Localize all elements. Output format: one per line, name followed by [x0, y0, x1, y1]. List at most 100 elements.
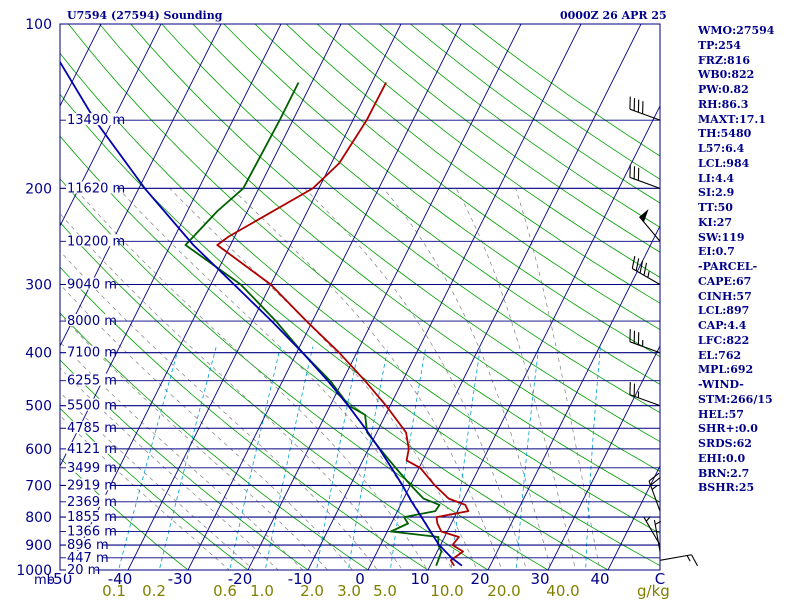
wind-barb-flag — [639, 209, 649, 223]
height-label: 9040 m — [67, 278, 117, 293]
dry-adiabat-line — [99, 24, 660, 472]
moist-adiabat-line — [455, 188, 576, 570]
height-label: 20 m — [67, 563, 100, 578]
temperature-tick-label: 40 — [590, 570, 609, 588]
temperature-tick-label: -20 — [228, 570, 253, 588]
dry-adiabat-line — [60, 407, 249, 570]
height-label-bg — [66, 181, 118, 194]
height-label: 896 m — [67, 538, 109, 553]
stat-item: L57:6.4 — [698, 142, 745, 155]
wind-barb-full — [643, 262, 648, 276]
dewpoint-line — [184, 82, 443, 567]
isotherm-line — [607, 464, 660, 570]
wind-barb — [629, 382, 661, 407]
height-label: 13490 m — [67, 113, 125, 128]
stat-item: PW:0.82 — [698, 83, 749, 96]
moist-adiabat-line — [60, 415, 230, 570]
wind-barb-full — [639, 260, 644, 274]
wind-barb-half — [651, 485, 658, 490]
wind-barb-half — [686, 555, 691, 562]
temperature-tick-label: 20 — [470, 570, 489, 588]
dry-adiabat-line — [60, 52, 660, 534]
height-label-bg — [66, 373, 110, 386]
pressure-tick-label: 400 — [25, 346, 52, 362]
temperature-tick-label: -30 — [168, 570, 193, 588]
height-label-bg — [66, 494, 110, 507]
height-label: 447 m — [67, 551, 109, 566]
wind-barb-half — [654, 520, 662, 525]
temperature-tick-label: -10 — [288, 570, 313, 588]
mixing-ratio-line — [158, 346, 217, 570]
height-label-bg — [66, 550, 103, 563]
wind-barb — [643, 516, 661, 546]
height-label-bg — [66, 441, 110, 454]
pressure-tick-label: 800 — [25, 510, 52, 526]
pressure-tick-label: 100 — [25, 17, 52, 33]
temperature-tick-label: 30 — [530, 570, 549, 588]
isotherm-line — [487, 224, 660, 570]
wind-barb-staff — [629, 176, 661, 189]
dry-adiabat-line — [285, 24, 660, 304]
stat-item: TP:254 — [698, 38, 742, 52]
wind-barb — [629, 164, 661, 189]
height-label-bg — [66, 421, 110, 434]
pressure-tick-label: 700 — [25, 478, 52, 494]
isotherm-line — [127, 24, 402, 570]
mixing-ratio-label: 2.0 — [300, 582, 324, 600]
dry-adiabat-line — [316, 24, 660, 278]
dry-adiabat-line — [223, 24, 660, 358]
parcel-line — [60, 60, 463, 567]
height-label: 6255 m — [67, 374, 117, 389]
temperature-tick-label: 10 — [410, 570, 429, 588]
isotherm-line — [307, 24, 582, 570]
stat-item: WMO:27594 — [698, 24, 775, 37]
moist-adiabat-line — [60, 250, 378, 570]
stat-item: BRN:2.7 — [698, 466, 750, 480]
stat-item: WB0:822 — [698, 68, 755, 82]
moist-adiabat-line — [117, 188, 453, 570]
isotherm-line — [0, 12, 47, 582]
isotherm-line — [547, 344, 660, 570]
isotherm-line — [60, 24, 222, 348]
height-label: 4785 m — [67, 421, 117, 436]
dry-adiabat-line — [130, 24, 660, 443]
dry-adiabat-line — [347, 24, 660, 253]
stat-item: RH:86.3 — [698, 97, 749, 111]
dry-adiabat-line — [60, 178, 549, 570]
dry-adiabat-line — [161, 24, 660, 414]
isotherm-line — [60, 24, 282, 468]
mixing-ratio-label: 40.0 — [546, 582, 579, 600]
stat-item: -PARCEL- — [698, 260, 758, 273]
stat-item: EI:0.7 — [698, 245, 735, 259]
mixing-ratio-label: 3.0 — [337, 582, 361, 600]
mixing-ratio-label: 0.2 — [142, 582, 166, 600]
chart-title: U7594 (27594) Sounding — [67, 9, 223, 22]
dry-adiabat-line — [60, 135, 609, 570]
stat-item: LI:4.4 — [698, 171, 735, 185]
height-label: 11620 m — [67, 181, 125, 196]
mixing-ratio-label: 1.0 — [250, 582, 274, 600]
dry-adiabat-line — [192, 24, 660, 385]
wind-barb-staff — [629, 394, 661, 407]
dry-adiabat-line — [254, 24, 660, 331]
mixing-ratio-line — [118, 346, 180, 570]
isotherm-line — [367, 24, 642, 570]
dry-adiabat-line — [60, 359, 309, 570]
dry-adiabat-line — [60, 93, 660, 567]
mixing-ratio-label: 10.0 — [430, 582, 463, 600]
moist-adiabat-line — [60, 391, 255, 570]
temperature-tick-label: 0 — [355, 570, 365, 588]
data-series — [60, 60, 470, 567]
moist-adiabat-line — [169, 188, 478, 570]
mixing-ratio-label: 0.1 — [102, 582, 126, 600]
dry-adiabat-line — [60, 457, 189, 570]
stat-item: TT:50 — [698, 201, 733, 214]
height-label: 7100 m — [67, 346, 117, 361]
stat-item: TH:5480 — [698, 127, 752, 141]
wind-barb-staff — [629, 341, 661, 354]
pressure-tick-label: 900 — [25, 538, 52, 554]
mixing-ratio-line — [347, 346, 389, 570]
wind-barb-full — [650, 476, 661, 486]
wind-barbs — [629, 96, 699, 567]
